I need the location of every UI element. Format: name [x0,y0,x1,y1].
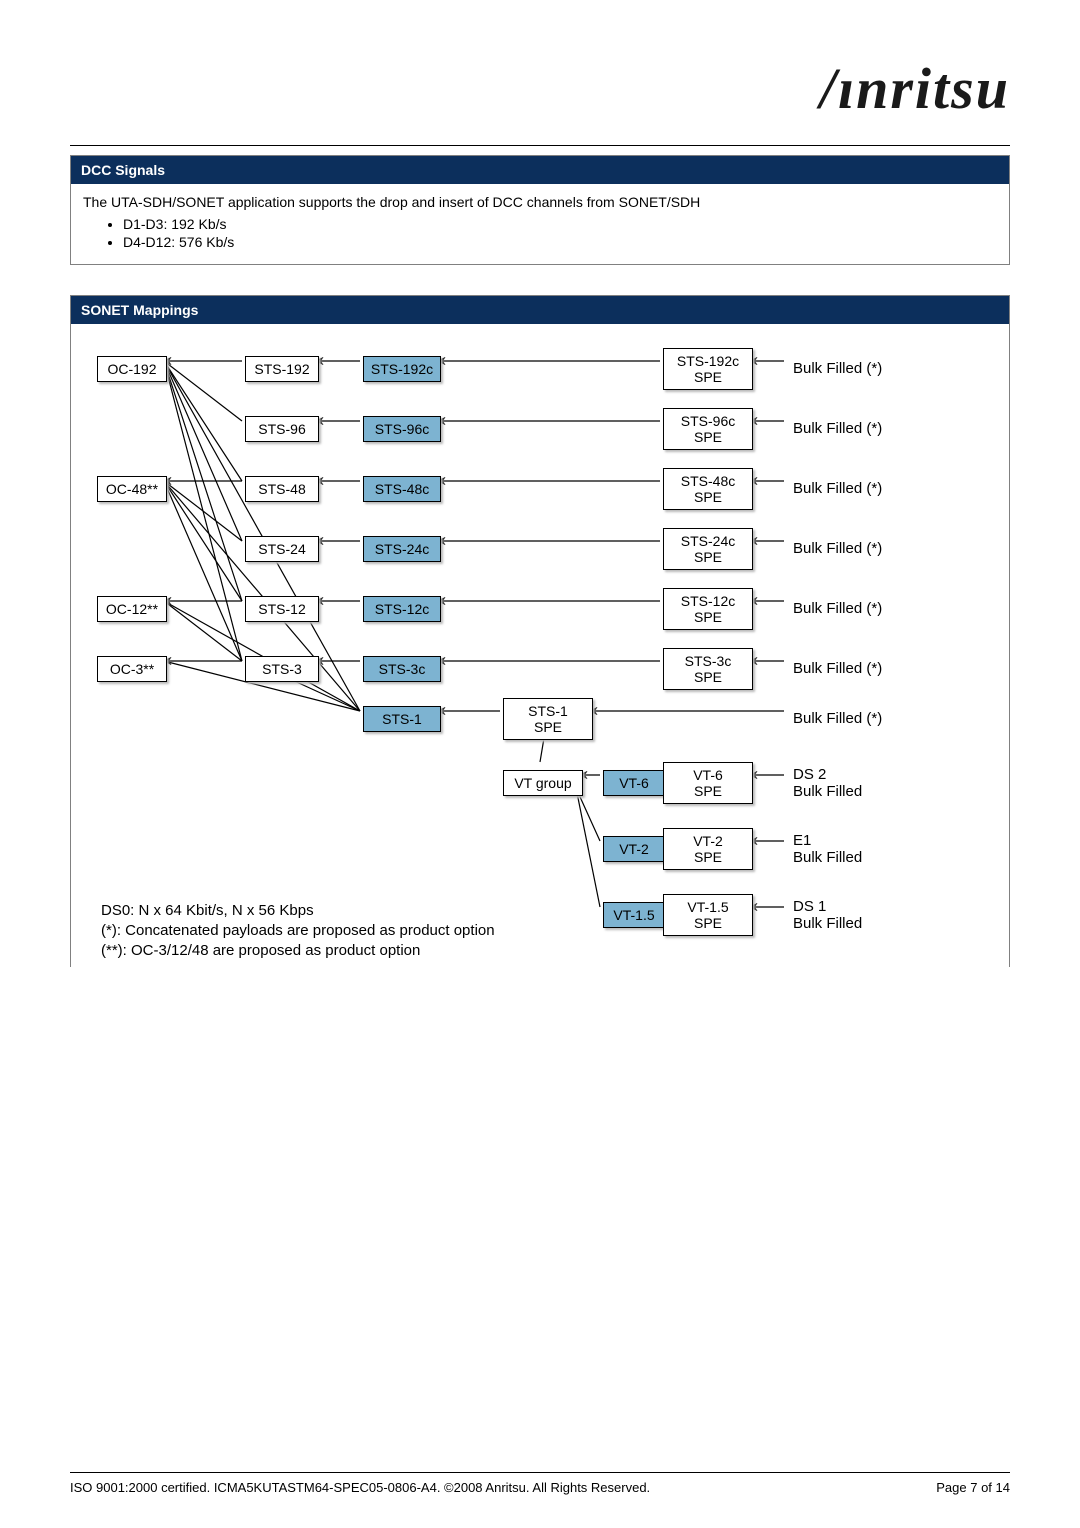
oc-box: OC-12** [97,596,167,622]
vtc-box: VT-1.5 [603,902,665,928]
spe-box: STS-48c SPE [663,468,753,510]
sts-box: STS-24 [245,536,319,562]
panel-sonet-title: SONET Mappings [71,296,1009,324]
spe-box: VT-2 SPE [663,828,753,870]
payload-label: Bulk Filled (*) [793,420,923,437]
panel-dcc: DCC Signals The UTA-SDH/SONET applicatio… [70,155,1010,265]
stsc-box: STS-96c [363,416,441,442]
spe-box: STS-3c SPE [663,648,753,690]
footnote: (**): OC-3/12/48 are proposed as product… [101,942,420,959]
spe-box: VT-6 SPE [663,762,753,804]
vtgroup-box: VT group [503,770,583,796]
sts-box: STS-192 [245,356,319,382]
stsc-box: STS-3c [363,656,441,682]
payload-label: Bulk Filled (*) [793,480,923,497]
spe-box: STS-192c SPE [663,348,753,390]
bottom-rule [70,1472,1010,1473]
payload-label: Bulk Filled (*) [793,710,923,727]
stsc-box: STS-48c [363,476,441,502]
payload-label: DS 1Bulk Filled [793,898,923,932]
dcc-bullet-list: D1-D3: 192 Kb/s D4-D12: 576 Kb/s [123,216,997,250]
oc-box: OC-3** [97,656,167,682]
vtc-box: VT-6 [603,770,665,796]
spe-box: STS-24c SPE [663,528,753,570]
payload-label: Bulk Filled (*) [793,540,923,557]
payload-label: E1Bulk Filled [793,832,923,866]
panel-dcc-body: The UTA-SDH/SONET application supports t… [71,184,1009,264]
payload-label: Bulk Filled (*) [793,600,923,617]
top-rule [70,145,1010,146]
payload-label: Bulk Filled (*) [793,360,923,377]
panel-dcc-title: DCC Signals [71,156,1009,184]
dcc-bullet-item: D1-D3: 192 Kb/s [123,216,997,232]
dcc-bullet-item: D4-D12: 576 Kb/s [123,234,997,250]
stsc-box: STS-1 [363,706,441,732]
vtc-box: VT-2 [603,836,665,862]
spe-box: STS-96c SPE [663,408,753,450]
spe-box: VT-1.5 SPE [663,894,753,936]
footer-right: Page 7 of 14 [936,1480,1010,1495]
stsc-box: STS-192c [363,356,441,382]
sts-box: STS-48 [245,476,319,502]
footnote: DS0: N x 64 Kbit/s, N x 56 Kbps [101,902,314,919]
payload-label: Bulk Filled (*) [793,660,923,677]
sts-box: STS-96 [245,416,319,442]
stsc-box: STS-12c [363,596,441,622]
dcc-description: The UTA-SDH/SONET application supports t… [83,194,997,210]
stsc-box: STS-24c [363,536,441,562]
oc-box: OC-192 [97,356,167,382]
oc-box: OC-48** [97,476,167,502]
panel-sonet: SONET Mappings DS0: N x 64 Kbit/s, N x 5… [70,295,1010,967]
brand-logo: /ınritsu [820,55,1010,122]
sonet-diagram: DS0: N x 64 Kbit/s, N x 56 Kbps (*): Con… [83,340,1003,960]
panel-sonet-body: DS0: N x 64 Kbit/s, N x 56 Kbps (*): Con… [71,324,1009,972]
sts-box: STS-12 [245,596,319,622]
page-footer: ISO 9001:2000 certified. ICMA5KUTASTM64-… [70,1480,1010,1495]
footer-left: ISO 9001:2000 certified. ICMA5KUTASTM64-… [70,1480,650,1495]
footnote: (*): Concatenated payloads are proposed … [101,922,495,939]
payload-label: DS 2Bulk Filled [793,766,923,800]
spe-box: STS-1 SPE [503,698,593,740]
spe-box: STS-12c SPE [663,588,753,630]
sts-box: STS-3 [245,656,319,682]
